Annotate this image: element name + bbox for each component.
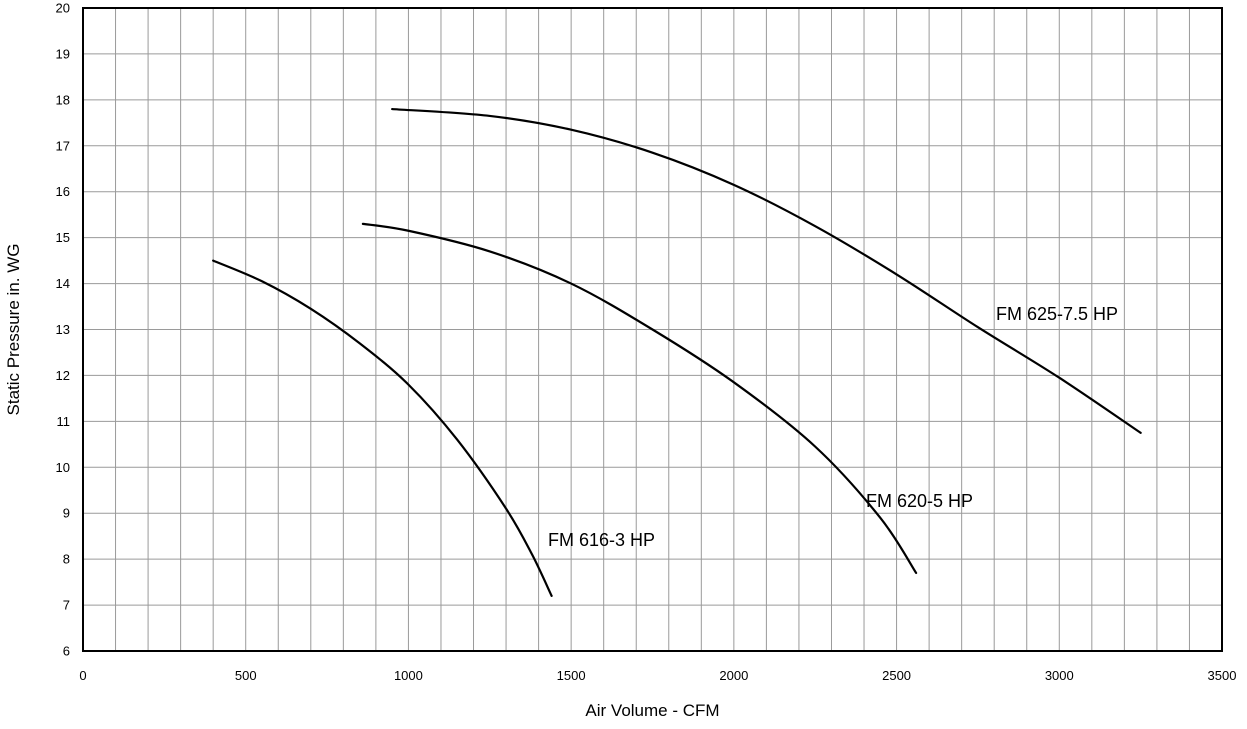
y-tick-label: 12: [56, 368, 70, 383]
x-tick-label: 3000: [1045, 668, 1074, 683]
series-line-fm-616: [212, 259, 553, 597]
x-tick-label: 2500: [882, 668, 911, 683]
y-axis-title: Static Pressure in. WG: [4, 244, 23, 416]
y-tick-label: 19: [56, 46, 70, 61]
y-tick-label: 9: [63, 506, 70, 521]
x-tick-label: 500: [235, 668, 257, 683]
y-tick-labels: 6 7 8 9 10 11 12 13 14 15 16 17 18 19 20: [56, 1, 70, 659]
y-tick-label: 20: [56, 1, 70, 16]
x-tick-label: 3500: [1208, 668, 1237, 683]
x-tick-label: 2000: [719, 668, 748, 683]
y-tick-label: 11: [57, 414, 71, 429]
x-tick-labels: 0 500 1000 1500 2000 2500 3000 3500: [79, 668, 1236, 683]
y-tick-label: 18: [56, 92, 70, 107]
x-tick-label: 1500: [557, 668, 586, 683]
y-tick-label: 6: [63, 644, 70, 659]
y-tick-label: 7: [63, 598, 70, 613]
curve-layer: [212, 107, 1142, 597]
series-line-fm-620: [361, 222, 918, 575]
y-tick-label: 10: [56, 460, 70, 475]
x-tick-label: 1000: [394, 668, 423, 683]
series-label-fm-625: FM 625-7.5 HP: [996, 304, 1118, 324]
y-tick-label: 17: [56, 138, 70, 153]
y-tick-label: 14: [56, 276, 70, 291]
x-axis-title: Air Volume - CFM: [585, 701, 719, 720]
y-tick-label: 15: [56, 230, 70, 245]
series-line-fm-625: [391, 107, 1142, 434]
y-tick-label: 13: [56, 322, 70, 337]
series-label-fm-620: FM 620-5 HP: [866, 491, 973, 511]
plot-frame: [82, 7, 1223, 652]
series-labels: FM 616-3 HP FM 620-5 HP FM 625-7.5 HP: [548, 304, 1118, 550]
y-tick-label: 16: [56, 184, 70, 199]
y-tick-label: 8: [63, 552, 70, 567]
x-tick-label: 0: [79, 668, 86, 683]
series-label-fm-616: FM 616-3 HP: [548, 530, 655, 550]
